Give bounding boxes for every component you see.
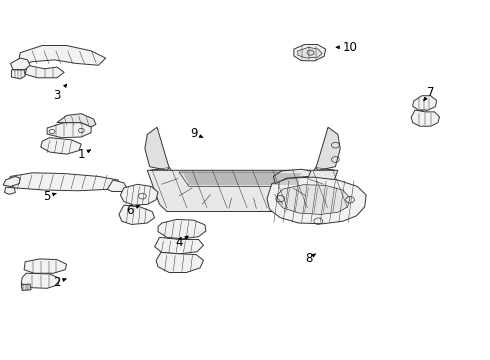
Polygon shape	[413, 96, 437, 110]
Polygon shape	[24, 259, 67, 273]
Text: 3: 3	[53, 84, 67, 102]
Text: 4: 4	[175, 236, 188, 249]
Polygon shape	[267, 177, 366, 224]
Polygon shape	[6, 173, 121, 191]
Polygon shape	[119, 205, 155, 225]
Polygon shape	[316, 127, 340, 170]
Polygon shape	[273, 169, 311, 184]
Polygon shape	[155, 237, 203, 254]
Text: 9: 9	[190, 127, 203, 140]
Polygon shape	[21, 284, 31, 291]
Polygon shape	[158, 220, 206, 239]
Text: 6: 6	[126, 204, 139, 217]
Polygon shape	[298, 47, 322, 58]
Polygon shape	[57, 114, 96, 127]
Polygon shape	[10, 58, 30, 69]
Polygon shape	[145, 127, 170, 170]
Polygon shape	[147, 170, 338, 212]
Polygon shape	[294, 44, 326, 61]
Polygon shape	[277, 185, 350, 215]
Text: 5: 5	[44, 190, 56, 203]
Polygon shape	[179, 172, 306, 186]
Polygon shape	[411, 110, 440, 126]
Polygon shape	[4, 187, 15, 194]
Polygon shape	[3, 176, 20, 186]
Polygon shape	[18, 45, 106, 65]
Polygon shape	[11, 70, 25, 79]
Text: 7: 7	[424, 86, 435, 100]
Polygon shape	[25, 65, 64, 78]
Text: 10: 10	[337, 41, 358, 54]
Polygon shape	[47, 123, 91, 138]
Text: 1: 1	[77, 148, 91, 161]
Polygon shape	[150, 167, 335, 209]
Text: 8: 8	[305, 252, 315, 265]
Polygon shape	[21, 273, 59, 288]
Polygon shape	[107, 180, 127, 192]
Polygon shape	[420, 110, 427, 112]
Polygon shape	[41, 138, 81, 154]
Polygon shape	[156, 252, 203, 273]
Polygon shape	[121, 184, 158, 205]
Text: 2: 2	[53, 276, 66, 289]
